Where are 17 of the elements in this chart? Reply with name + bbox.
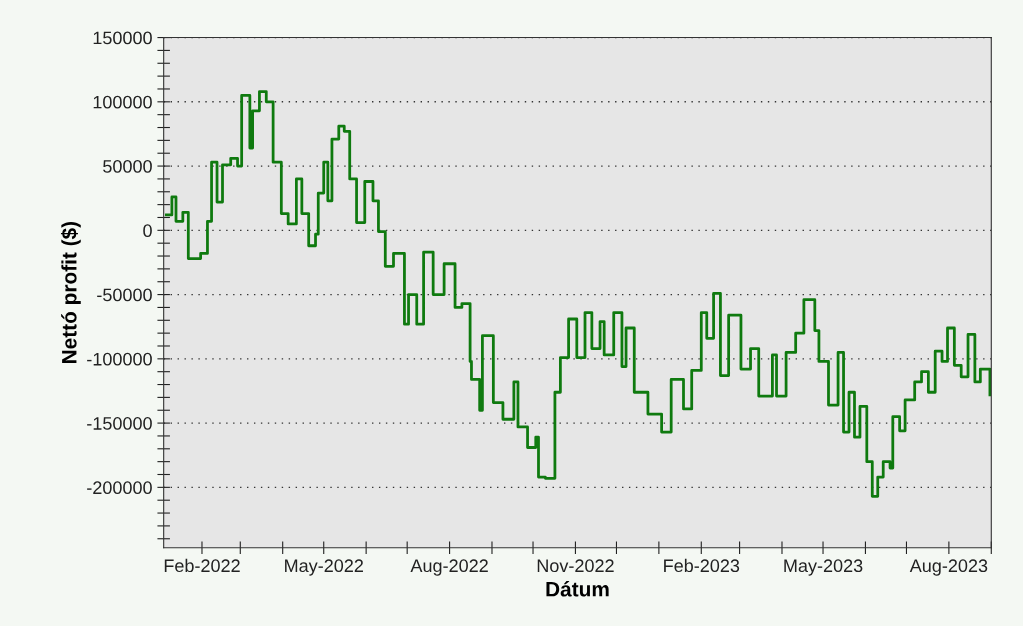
y-tick-label: 150000 (93, 31, 152, 45)
y-tick-label: 100000 (93, 95, 152, 109)
y-tick-label: -100000 (87, 352, 152, 366)
y-tick-label: -50000 (97, 288, 152, 302)
x-tick-label: Feb-2023 (664, 558, 740, 573)
x-tick-label: Aug-2022 (410, 559, 488, 576)
y-tick-label: -150000 (87, 417, 152, 430)
x-tick-label: Feb-2022 (164, 558, 240, 573)
x-tick-label: Nov-2022 (537, 559, 614, 573)
x-tick-label: May-2022 (285, 559, 363, 576)
x-axis-title: Dátum (546, 581, 609, 597)
y-tick-label: 50000 (103, 160, 152, 173)
x-tick-label: May-2023 (784, 559, 863, 576)
x-tick-label: Aug-2023 (909, 559, 988, 576)
y-axis-title: Nettó profit ($) (60, 221, 81, 363)
y-tick-label: 0 (143, 224, 152, 238)
y-tick-label: -200000 (87, 481, 152, 495)
